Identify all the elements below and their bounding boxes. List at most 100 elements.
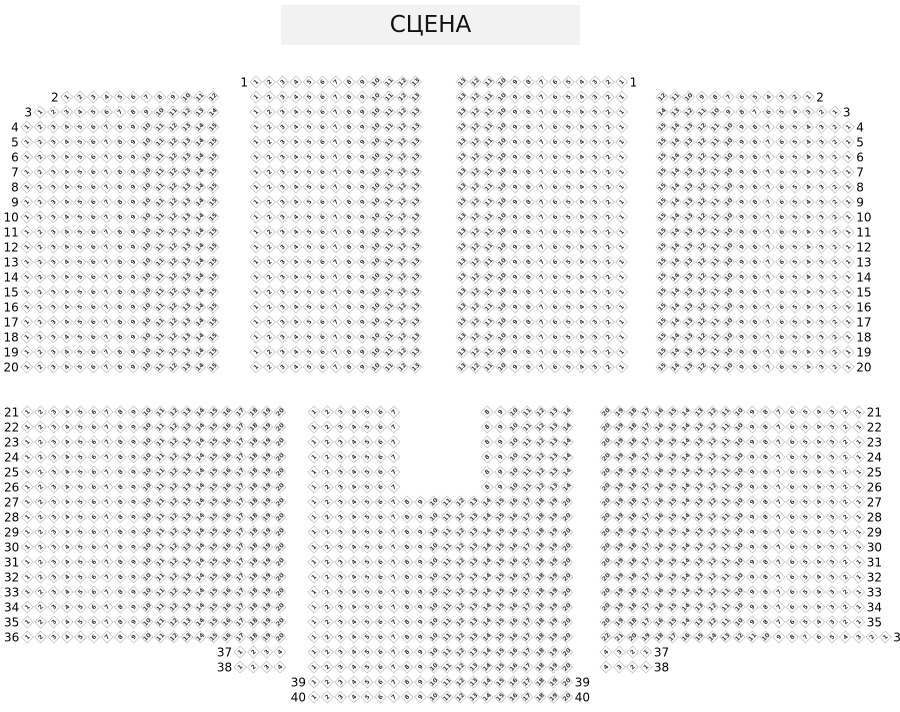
seat[interactable]: 10 — [369, 210, 383, 224]
seat[interactable]: 7 — [387, 525, 401, 539]
seat[interactable]: 13 — [179, 195, 193, 209]
seat[interactable]: 6 — [548, 255, 562, 269]
seat[interactable]: 6 — [735, 90, 749, 104]
seat[interactable]: 12 — [206, 90, 220, 104]
seat[interactable]: 15 — [206, 210, 220, 224]
seat[interactable]: 8 — [113, 330, 127, 344]
seat[interactable]: 12 — [395, 225, 409, 239]
seat[interactable]: 4 — [347, 480, 361, 494]
seat[interactable]: 12 — [166, 315, 180, 329]
seat[interactable]: 19 — [260, 585, 274, 599]
seat[interactable]: 1 — [20, 615, 34, 629]
seat[interactable]: 12 — [166, 330, 180, 344]
seat[interactable]: 7 — [100, 315, 114, 329]
seat[interactable]: 3 — [815, 165, 829, 179]
seat[interactable]: 14 — [655, 105, 669, 119]
seat[interactable]: 19 — [260, 540, 274, 554]
seat[interactable]: 10 — [721, 330, 736, 344]
seat[interactable]: 10 — [140, 615, 154, 629]
seat[interactable]: 12 — [695, 285, 709, 299]
seat[interactable]: 11 — [153, 300, 167, 314]
seat[interactable]: 12 — [468, 135, 482, 149]
seat[interactable]: 3 — [815, 360, 829, 374]
seat[interactable]: 11 — [520, 405, 534, 419]
seat[interactable]: 9 — [735, 330, 749, 344]
seat[interactable]: 20 — [273, 585, 287, 599]
seat[interactable]: 7 — [387, 510, 401, 524]
seat[interactable]: 14 — [193, 630, 207, 644]
seat[interactable]: 5 — [788, 225, 802, 239]
seat[interactable]: 3 — [47, 465, 61, 479]
seat[interactable]: 9 — [508, 345, 522, 359]
seat[interactable]: 9 — [126, 240, 140, 254]
seat[interactable]: 2 — [320, 435, 334, 449]
seat[interactable]: 9 — [127, 450, 141, 464]
seat[interactable]: 18 — [533, 540, 547, 554]
seat[interactable]: 4 — [60, 405, 74, 419]
seat[interactable]: 1 — [20, 330, 34, 344]
seat[interactable]: 7 — [100, 450, 114, 464]
seat[interactable]: 12 — [695, 360, 709, 374]
seat[interactable]: 12 — [167, 585, 181, 599]
seat[interactable]: 4 — [347, 555, 361, 569]
seat[interactable]: 10 — [721, 120, 736, 134]
seat[interactable]: 13 — [467, 525, 481, 539]
seat[interactable]: 6 — [315, 195, 330, 209]
seat[interactable]: 7 — [329, 270, 343, 284]
seat[interactable]: 14 — [193, 210, 207, 224]
seat[interactable]: 16 — [506, 525, 521, 539]
seat[interactable]: 11 — [708, 255, 722, 269]
seat[interactable]: 11 — [382, 75, 396, 89]
seat[interactable]: 5 — [73, 480, 88, 494]
seat[interactable]: 8 — [342, 360, 356, 374]
seat[interactable]: 2 — [601, 195, 615, 209]
seat[interactable]: 4 — [60, 600, 74, 614]
seat[interactable]: 2 — [33, 120, 47, 134]
seat[interactable]: 8 — [521, 150, 536, 164]
seat[interactable]: 7 — [100, 405, 114, 419]
seat[interactable]: 5 — [360, 405, 374, 419]
seat[interactable]: 2 — [262, 255, 276, 269]
seat[interactable]: 1 — [615, 315, 629, 329]
seat[interactable]: 2 — [33, 225, 47, 239]
seat[interactable]: 18 — [246, 495, 260, 509]
seat[interactable]: 9 — [127, 570, 141, 584]
seat[interactable]: 20 — [273, 420, 287, 434]
seat[interactable]: 2 — [828, 150, 842, 164]
seat[interactable]: 10 — [369, 360, 383, 374]
seat[interactable]: 3 — [47, 480, 61, 494]
seat[interactable]: 13 — [682, 240, 696, 254]
seat[interactable]: 2 — [828, 135, 842, 149]
seat[interactable]: 10 — [427, 540, 441, 554]
seat[interactable]: 7 — [761, 345, 775, 359]
seat[interactable]: 7 — [329, 330, 343, 344]
seat[interactable]: 4 — [575, 90, 589, 104]
seat[interactable]: 6 — [775, 255, 789, 269]
seat[interactable]: 8 — [480, 405, 494, 419]
seat[interactable]: 4 — [60, 360, 74, 374]
seat[interactable]: 3 — [46, 195, 60, 209]
seat[interactable]: 2 — [601, 75, 615, 89]
seat[interactable]: 9 — [355, 255, 369, 269]
seat[interactable]: 4 — [575, 105, 589, 119]
seat[interactable]: 7 — [100, 465, 114, 479]
seat[interactable]: 15 — [655, 270, 669, 284]
seat[interactable]: 6 — [373, 540, 388, 554]
seat[interactable]: 4 — [273, 660, 287, 674]
seat[interactable]: 1 — [249, 255, 263, 269]
seat[interactable]: 19 — [260, 615, 274, 629]
seat[interactable]: 9 — [355, 270, 369, 284]
seat[interactable]: 2 — [34, 540, 48, 554]
seat[interactable]: 11 — [153, 180, 167, 194]
seat[interactable]: 18 — [246, 450, 260, 464]
seat[interactable]: 14 — [668, 285, 682, 299]
seat[interactable]: 13 — [547, 405, 561, 419]
seat[interactable]: 4 — [60, 210, 74, 224]
seat[interactable]: 17 — [520, 525, 534, 539]
seat[interactable]: 4 — [60, 570, 74, 584]
seat[interactable]: 9 — [355, 345, 369, 359]
seat[interactable]: 18 — [246, 510, 260, 524]
seat[interactable]: 9 — [735, 195, 749, 209]
seat[interactable]: 8 — [748, 300, 762, 314]
seat[interactable]: 12 — [167, 570, 181, 584]
